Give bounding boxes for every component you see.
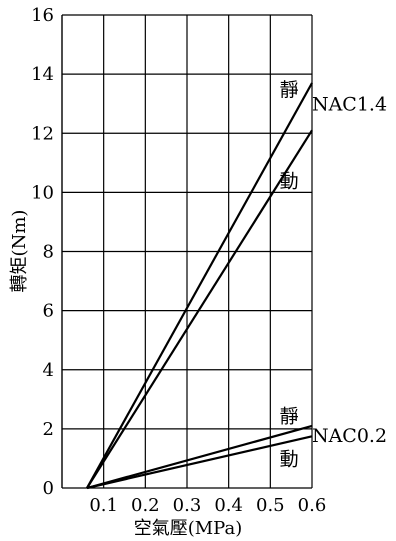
x-tick-label: 0.2 (131, 495, 160, 516)
x-axis-title: 空氣壓(MPa) (134, 518, 243, 539)
tick-labels: 0 2 4 6 8 10 12 14 16 0.1 0.2 0.3 0.4 0.5 0.6 (31, 5, 326, 516)
x-tick-label: 0.4 (214, 495, 243, 516)
y-tick-label: 16 (31, 5, 54, 26)
y-tick-label: 2 (43, 419, 54, 440)
y-tick-label: 14 (31, 64, 54, 85)
series-line (86, 424, 313, 490)
x-tick-label: 0.3 (173, 495, 202, 516)
x-tick-label: 0.6 (298, 495, 327, 516)
series-line (86, 129, 313, 489)
annotation-label: 動 (280, 171, 299, 193)
annotation-label: 靜 (280, 79, 299, 101)
y-tick-label: 8 (43, 242, 54, 263)
y-axis-title: 轉矩(Nm) (9, 210, 30, 293)
x-tick-label: 0.1 (89, 495, 118, 516)
y-tick-label: 4 (43, 360, 54, 381)
series-lines (86, 82, 313, 490)
annotation-label: 動 (280, 448, 299, 470)
y-tick-label: 10 (31, 182, 54, 203)
x-tick-label: 0.5 (256, 495, 285, 516)
annotation-label: 靜 (280, 406, 299, 428)
series-line (86, 435, 313, 490)
y-tick-label: 0 (43, 478, 54, 499)
y-tick-label: 6 (43, 301, 54, 322)
y-tick-label: 12 (31, 123, 54, 144)
annotation-label: NAC0.2 (312, 425, 387, 447)
annotation-label: NAC1.4 (312, 94, 387, 116)
series-line (86, 82, 313, 489)
grid (61, 14, 313, 489)
